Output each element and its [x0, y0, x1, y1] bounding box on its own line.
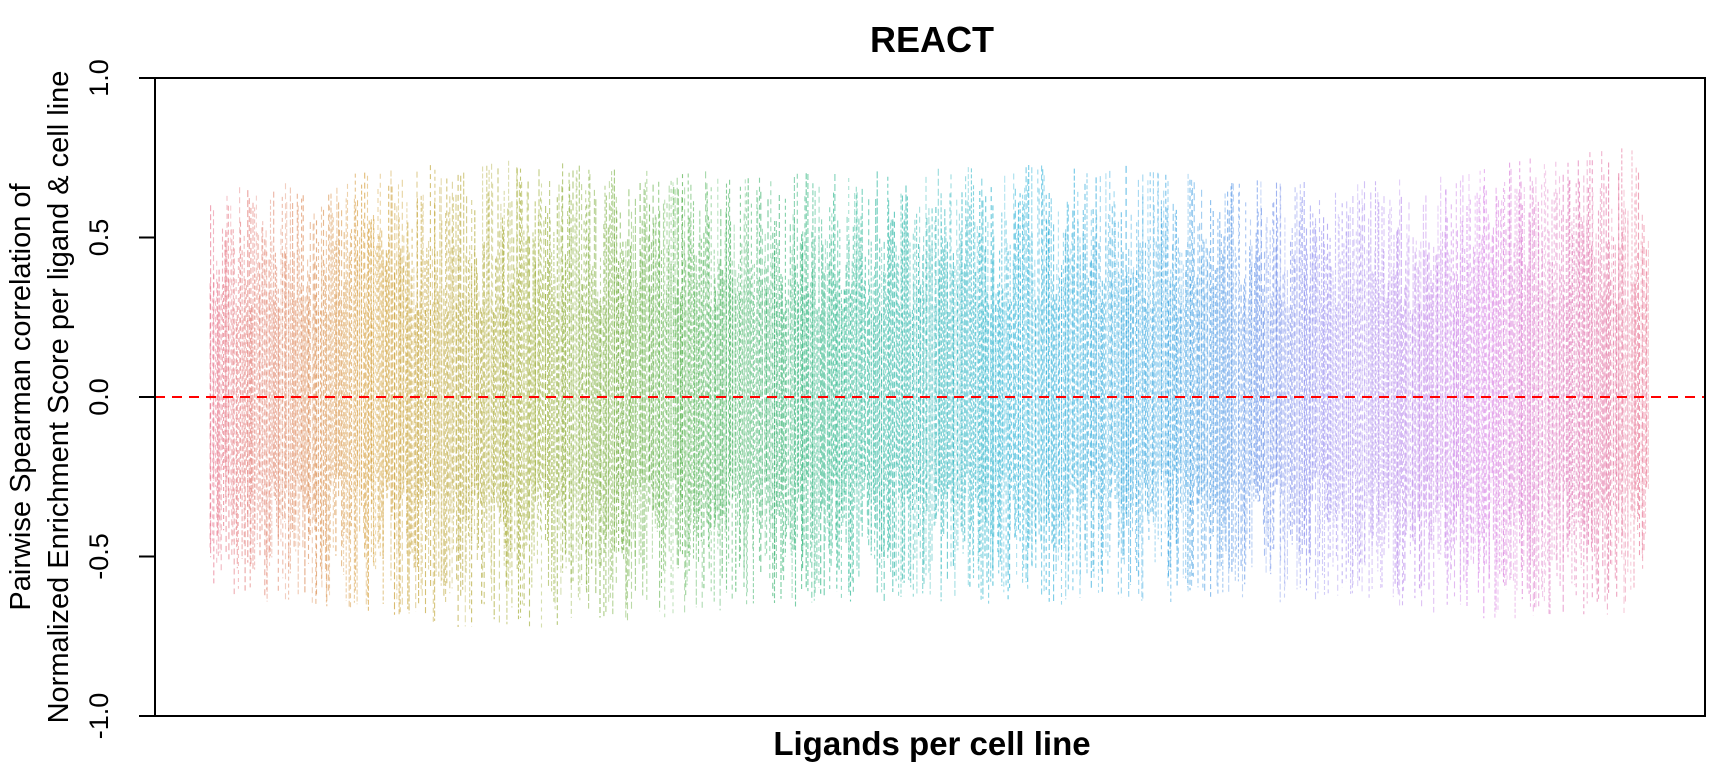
- y-tick-label: -1.0: [84, 693, 114, 740]
- chart-title: REACT: [870, 19, 994, 60]
- y-tick-label: 0.5: [84, 219, 114, 257]
- y-tick-label: 0.0: [84, 378, 114, 416]
- y-tick-label: 1.0: [84, 59, 114, 97]
- data-segments: [209, 148, 1649, 628]
- y-tick-label: -0.5: [84, 533, 114, 580]
- y-axis-label-line1: Pairwise Spearman correlation of: [5, 182, 37, 610]
- y-axis: -1.0 -0.5 0.0 0.5 1.0: [84, 59, 156, 740]
- x-axis-label: Ligands per cell line: [773, 725, 1090, 762]
- y-axis-label-line2: Normalized Enrichment Score per ligand &…: [43, 71, 75, 724]
